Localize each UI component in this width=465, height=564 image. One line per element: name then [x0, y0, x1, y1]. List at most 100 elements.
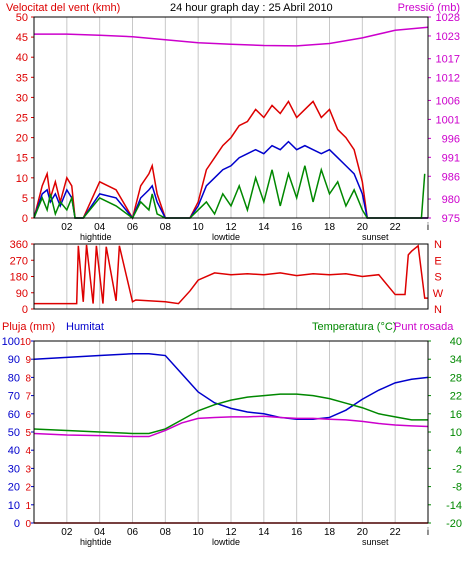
temperature-y-tick-label: -8	[452, 482, 462, 494]
pressure-y-tick-label: 1012	[436, 73, 460, 85]
x-tick-label-top: 08	[160, 222, 172, 233]
lowtide-label-top: lowtide	[212, 232, 240, 242]
x-tick-label-top: 02	[61, 222, 73, 233]
compass-label: N	[434, 239, 442, 251]
humidity-line	[33, 352, 429, 421]
pressure-y-tick-label: 986	[442, 171, 460, 183]
panel-3-frame	[33, 340, 429, 524]
x-tick-label-top: 12	[225, 222, 237, 233]
panel-1-frame	[33, 16, 429, 219]
wind-y-tick-label: 50	[16, 12, 28, 24]
pressure-y-tick-label: 1023	[436, 31, 460, 43]
compass-label: S	[434, 272, 441, 284]
wind-y-tick-label: 45	[16, 32, 28, 44]
wind-y-tick-label: 25	[16, 113, 28, 125]
direction-y-tick-label: 0	[22, 304, 28, 316]
temperature-y-tick-label: 10	[450, 427, 462, 439]
x-tick-label-bottom: 14	[258, 527, 270, 538]
pressure-y-tick-label: 996	[442, 133, 460, 145]
humidity-y-tick-label: 0	[14, 518, 20, 530]
rain-y-tick-label: 10	[20, 337, 32, 348]
dewpoint-line	[33, 415, 429, 438]
compass-label: E	[434, 255, 441, 267]
pressure-y-tick-label: 975	[442, 213, 460, 225]
wind-average-line	[33, 165, 426, 220]
x-tick-label-bottom: 16	[291, 527, 303, 538]
x-tick-label-bottom: i	[427, 527, 429, 538]
rain-y-tick-label: 0	[25, 519, 31, 530]
x-tick-label-bottom: 06	[127, 527, 139, 538]
wind-y-tick-label: 35	[16, 72, 28, 84]
x-tick-label-top: 16	[291, 222, 303, 233]
temperature-y-tick-label: 4	[456, 445, 462, 457]
wind-direction-line	[34, 244, 428, 305]
rain-y-tick-label: 5	[25, 428, 31, 439]
humidity-y-tick-label: 30	[8, 463, 20, 475]
humidity-y-tick-label: 90	[8, 354, 20, 366]
pressure-y-tick-label: 1028	[436, 12, 460, 24]
x-tick-label-top: i	[427, 222, 429, 233]
wind-y-tick-label: 0	[22, 213, 28, 225]
rain-y-tick-label: 9	[25, 355, 31, 366]
lowtide-label-bottom: lowtide	[212, 537, 240, 547]
temperature-y-tick-label: 16	[450, 409, 462, 421]
compass-label: W	[433, 288, 444, 300]
humidity-y-tick-label: 60	[8, 409, 20, 421]
pressure-line	[34, 26, 429, 47]
x-tick-label-top: 10	[193, 222, 205, 233]
temperature-y-tick-label: -14	[446, 500, 462, 512]
temperature-y-tick-label: 40	[450, 336, 462, 348]
humidity-y-tick-label: 50	[8, 427, 20, 439]
wind-y-tick-label: 20	[16, 133, 28, 145]
direction-y-tick-label: 270	[10, 255, 28, 267]
compass-label: N	[434, 304, 442, 316]
temperature-y-tick-label: 28	[450, 372, 462, 384]
pressure-y-tick-label: 1001	[436, 114, 460, 126]
x-tick-label-top: 04	[94, 222, 106, 233]
direction-y-tick-label: 180	[10, 272, 28, 284]
pressure-y-tick-label: 1006	[436, 95, 460, 107]
wind-y-tick-label: 5	[22, 193, 28, 205]
rain-y-tick-label: 2	[25, 483, 31, 494]
direction-y-tick-label: 90	[16, 288, 28, 300]
humidity-title: Humitat	[66, 321, 104, 333]
x-tick-label-bottom: 18	[324, 527, 336, 538]
sunset-label-bottom: sunset	[362, 537, 389, 547]
x-tick-label-bottom: 22	[390, 527, 402, 538]
rain-y-tick-label: 4	[25, 446, 31, 457]
rain-y-tick-label: 7	[25, 392, 31, 403]
x-tick-label-bottom: 04	[94, 527, 106, 538]
date-title: 24 hour graph day : 25 Abril 2010	[170, 2, 333, 14]
x-tick-label-top: 22	[390, 222, 402, 233]
rain-y-tick-label: 1	[25, 501, 31, 512]
panel-2-frame	[33, 243, 429, 310]
rain-y-tick-label: 8	[25, 373, 31, 384]
pressure-y-tick-label: 1017	[436, 54, 460, 66]
wind-y-tick-label: 40	[16, 52, 28, 64]
x-tick-label-bottom: 10	[193, 527, 205, 538]
x-tick-label-bottom: 08	[160, 527, 172, 538]
pressure-y-tick-label: 980	[442, 194, 460, 206]
x-tick-label-bottom: 20	[357, 527, 369, 538]
wind-y-tick-label: 15	[16, 153, 28, 165]
temperature-y-tick-label: 34	[450, 354, 462, 366]
temperature-y-tick-label: -20	[446, 518, 462, 530]
humidity-y-tick-label: 20	[8, 482, 20, 494]
humidity-y-tick-label: 80	[8, 372, 20, 384]
sunset-label-top: sunset	[362, 232, 389, 242]
wind-title: Velocitat del vent (kmh)	[6, 2, 120, 14]
hightide-label-bottom: hightide	[80, 537, 112, 547]
humidity-y-tick-label: 70	[8, 391, 20, 403]
rain-title: Pluja (mm)	[2, 321, 55, 333]
temperature-y-tick-label: 22	[450, 391, 462, 403]
x-tick-label-top: 06	[127, 222, 139, 233]
pressure-y-tick-label: 991	[442, 152, 460, 164]
x-tick-label-bottom: 12	[225, 527, 237, 538]
humidity-y-tick-label: 10	[8, 500, 20, 512]
direction-y-tick-label: 360	[10, 239, 28, 251]
wind-y-tick-label: 10	[16, 173, 28, 185]
pressure-title: Pressió (mb)	[398, 2, 460, 14]
temperature-title: Temperatura (°C)	[312, 321, 396, 333]
